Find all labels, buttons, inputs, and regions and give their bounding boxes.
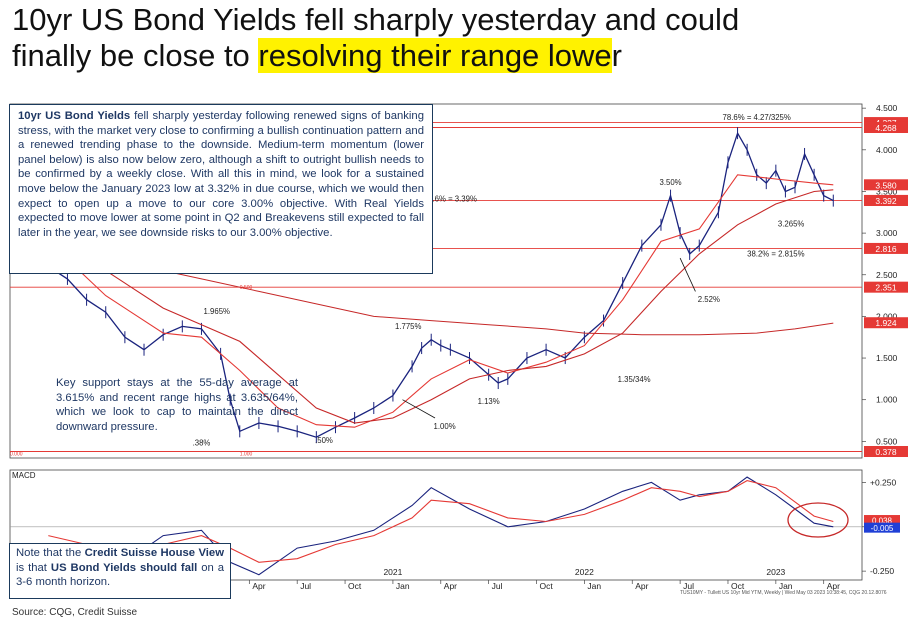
chart-annotation: 1.00%	[434, 422, 456, 431]
house-post: on a 3-6 month horizon.	[16, 561, 224, 589]
price-tag-box	[864, 281, 908, 293]
macd-signal-line	[48, 480, 834, 563]
macd-tag-label: -0.005	[871, 524, 894, 533]
y-tick-label: 3.000	[876, 228, 898, 238]
house-bold2: US Bond Yields should fall	[50, 561, 198, 574]
x-tick-label: Apr	[252, 581, 265, 591]
macd-tag-label: 0.038	[872, 516, 893, 525]
macd-panel-frame	[9, 469, 863, 581]
chart-annotation: 1.35/34%	[618, 375, 651, 384]
x-year-label: 2021	[383, 567, 402, 577]
x-tick-label: Jul	[300, 581, 311, 591]
small-level-label: 1.000	[240, 452, 253, 458]
headline-line2-tail: r	[611, 38, 622, 73]
x-tick-label: Jul	[683, 581, 694, 591]
y-tick-label: 2.000	[876, 311, 898, 321]
headline: 10yr US Bond Yields fell sharply yesterd…	[12, 2, 902, 74]
y-tick-label: 1.000	[876, 395, 898, 405]
commentary-text: fell sharply yesterday following renewed…	[18, 110, 424, 239]
y-tick-label: 3.500	[876, 186, 898, 196]
chart-annotation: 1.775%	[395, 322, 422, 331]
macd-label: MACD	[12, 471, 36, 480]
x-tick-label: Jan	[587, 581, 601, 591]
price-tag-label: 0.378	[875, 447, 897, 457]
chart-annotation: 2.52%	[698, 295, 720, 304]
commentary-bold: 10yr US Bond Yields	[18, 110, 131, 122]
x-tick-label: Jan	[396, 581, 410, 591]
chart-annotation: 78.6% = 4.27/325%	[723, 113, 791, 122]
price-tag-box	[864, 242, 908, 254]
chart-annotation: .50%	[315, 436, 333, 445]
price-tag-box	[864, 194, 908, 206]
series-ma_long-line	[48, 249, 834, 336]
macd-tag-box	[864, 515, 900, 526]
macd-y-tick-label: -0.250	[870, 566, 894, 576]
y-tick-label: 4.500	[876, 103, 898, 113]
support-text: Key support stays at the 55-day average …	[56, 377, 298, 433]
series-price-line	[47, 131, 834, 438]
y-tick-label: 1.500	[876, 353, 898, 363]
x-tick-label: Jan	[779, 581, 793, 591]
chart-annotation: 3.50%	[659, 178, 681, 187]
x-year-label: 2022	[575, 567, 594, 577]
x-tick-label: Jul	[492, 581, 503, 591]
support-note: Key support stays at the 55-day average …	[56, 376, 298, 442]
x-tick-label: Oct	[731, 581, 745, 591]
chart-annotation: 23.6% = 3.39%	[424, 194, 477, 203]
headline-line1: 10yr US Bond Yields fell sharply yesterd…	[12, 2, 740, 37]
house-mid: is that	[16, 561, 51, 574]
y-tick-label: 4.000	[876, 145, 898, 155]
house-view-box: Note that the Credit Suisse House View i…	[9, 543, 231, 599]
price-tag-label: 3.392	[875, 196, 897, 206]
small-level-label: 0.500	[240, 285, 253, 291]
price-tag-label: 2.816	[875, 244, 897, 254]
price-tag-label: 3.580	[875, 180, 897, 190]
macd-y-tick-label: +0.250	[870, 477, 897, 487]
chart-annotation: .38%	[193, 439, 211, 448]
price-tag-box	[864, 179, 908, 191]
small-level-label: 0.000	[10, 452, 23, 458]
series-ma_slow-line	[47, 189, 834, 424]
x-tick-label: Oct	[540, 581, 554, 591]
chart-footer-meta: TUS10MY - Tullett US 10yr Mid YTM, Weekl…	[680, 590, 887, 596]
house-bold1: Credit Suisse House View	[84, 547, 224, 559]
x-tick-label: Apr	[444, 581, 457, 591]
macd-line	[48, 476, 834, 576]
y-tick-label: 0.500	[876, 436, 898, 446]
headline-line2-highlight: resolving their range lowe	[258, 38, 612, 73]
commentary-box: 10yr US Bond Yields fell sharply yesterd…	[9, 104, 433, 274]
source-note: Source: CQG, Credit Suisse	[12, 607, 138, 618]
price-panel-frame	[9, 103, 863, 459]
x-tick-label: Oct	[348, 581, 362, 591]
price-tag-label: 2.351	[875, 283, 897, 293]
macd-highlight-circle	[787, 502, 849, 538]
price-tag-label: 4.268	[875, 123, 897, 133]
series-ma_fast-line	[47, 174, 834, 428]
chart-annotation: 38.2% = 2.815%	[747, 249, 805, 258]
x-year-label: 2023	[766, 567, 785, 577]
price-tag-box	[864, 446, 908, 458]
chart-annotation: 1.13%	[478, 397, 500, 406]
annotation-arrow	[679, 257, 696, 292]
house-pre: Note that the	[16, 547, 85, 559]
x-tick-label: Apr	[635, 581, 648, 591]
chart-annotation: 1.965%	[204, 307, 231, 316]
y-tick-label: 2.500	[876, 270, 898, 280]
price-tag-box	[864, 121, 908, 133]
chart-annotation: 3.265%	[778, 219, 805, 228]
price-tag-box	[864, 317, 908, 329]
price-tag-label: 1.924	[875, 318, 897, 328]
headline-line2-plain: finally be close to	[12, 38, 259, 73]
x-tick-label: Apr	[827, 581, 840, 591]
annotation-arrow	[402, 399, 436, 419]
macd-tag-box	[864, 522, 900, 533]
